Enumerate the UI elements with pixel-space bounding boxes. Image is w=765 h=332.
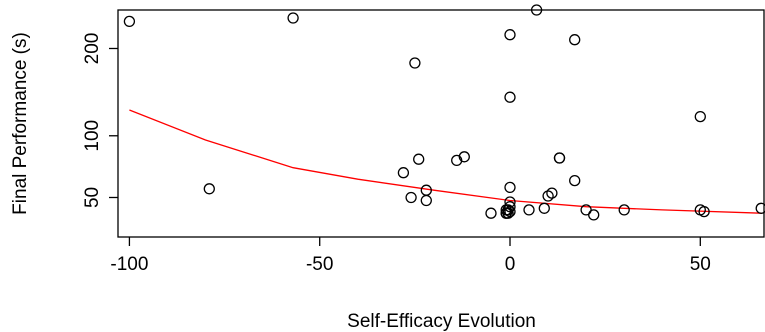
- scatter-point: [504, 91, 516, 103]
- scatter-point: [553, 152, 566, 164]
- trend-line-layer: [129, 109, 762, 214]
- chart-axes: -100 -50 0 50 50 100 200: [82, 9, 765, 275]
- scatter-point: [502, 207, 514, 219]
- scatter-point: [405, 191, 417, 204]
- scatter-point: [504, 201, 516, 213]
- x-tick-label: -50: [306, 254, 333, 275]
- scatter-point: [409, 57, 421, 69]
- scatter-point: [458, 151, 470, 163]
- y-tick-label: 200: [82, 33, 103, 65]
- scatter-point: [504, 181, 516, 194]
- scatter-point: [698, 205, 710, 218]
- scatter-point: [618, 204, 630, 216]
- scatter-point: [755, 202, 765, 214]
- x-axis-title: Self-Efficacy Evolution: [347, 311, 536, 332]
- scatter-point: [397, 167, 410, 179]
- scatter-point: [123, 15, 136, 28]
- scatter-points-layer: [123, 4, 765, 221]
- scatter-point: [542, 190, 554, 202]
- plot-frame: [117, 9, 765, 238]
- scatter-point: [287, 12, 299, 24]
- y-tick-label: 100: [82, 120, 103, 152]
- y-axis-title: Final Performance (s): [10, 32, 31, 215]
- scatter-point: [485, 207, 497, 219]
- scatter-point: [546, 187, 558, 199]
- scatter-point: [569, 34, 581, 46]
- scatter-point: [694, 110, 706, 123]
- scatter-point: [530, 4, 543, 16]
- scatter-point: [203, 183, 215, 195]
- trend-line: [129, 109, 762, 214]
- scatter-point: [588, 209, 600, 221]
- x-tick-label: -100: [110, 254, 148, 275]
- scatter-point: [420, 194, 432, 207]
- scatter-point: [569, 174, 581, 187]
- x-tick-label: 50: [690, 254, 711, 275]
- scatter-point: [504, 29, 516, 41]
- y-tick-label: 50: [82, 187, 103, 208]
- scatter-point: [504, 205, 516, 218]
- scatter-point: [523, 204, 535, 216]
- x-tick-label: 0: [505, 254, 516, 275]
- scatter-point: [413, 153, 425, 165]
- scatter-point: [538, 202, 550, 214]
